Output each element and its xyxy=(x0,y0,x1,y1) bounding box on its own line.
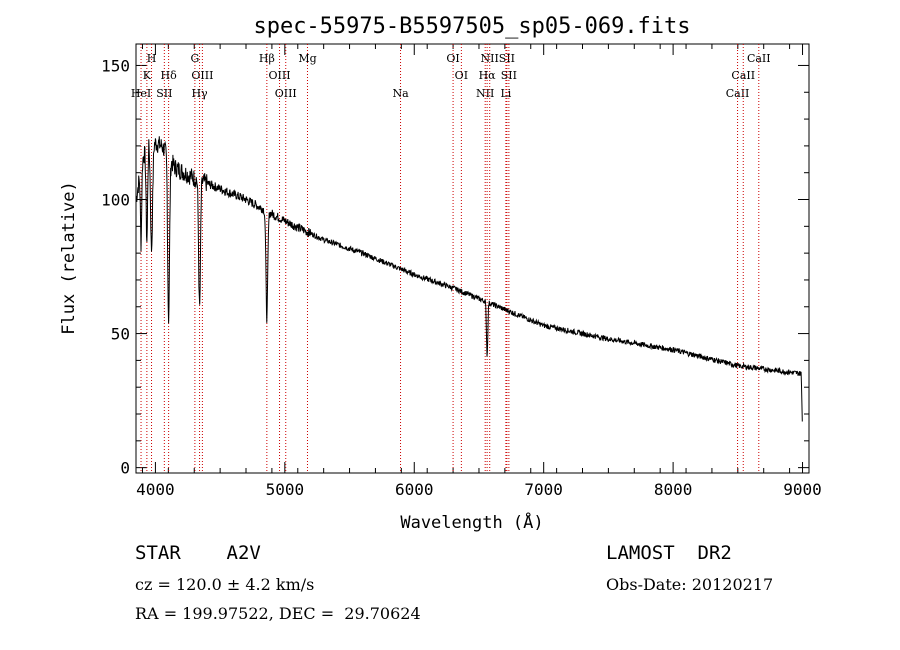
line-label-OIII: OIII xyxy=(191,69,213,82)
y-tick-label: 100 xyxy=(101,191,130,210)
observation-date: Obs-Date: 20120217 xyxy=(606,575,774,594)
flux-line xyxy=(135,136,803,422)
line-label-Hγ: Hγ xyxy=(191,87,208,100)
line-label-Hβ: Hβ xyxy=(259,52,275,65)
line-label-Hδ: Hδ xyxy=(161,69,178,82)
line-label-SII: SII xyxy=(499,52,515,65)
line-label-Na: Na xyxy=(392,87,409,100)
line-label-OI: OI xyxy=(455,69,468,82)
y-tick-label: 150 xyxy=(101,56,130,75)
line-label-SII: SII xyxy=(501,69,517,82)
x-tick-label: 8000 xyxy=(654,480,693,499)
line-label-OIII: OIII xyxy=(268,69,290,82)
x-axis-label: Wavelength (Å) xyxy=(400,511,543,533)
line-label-SII: SII xyxy=(156,87,172,100)
sky-coordinates: RA = 199.97522, DEC = 29.70624 xyxy=(135,604,421,623)
x-tick-label: 7000 xyxy=(524,480,563,499)
line-label-H: H xyxy=(147,52,157,65)
line-label-OIII: OIII xyxy=(275,87,297,100)
line-label-CaII: CaII xyxy=(731,69,755,82)
x-tick-label: 5000 xyxy=(266,480,305,499)
y-tick-label: 50 xyxy=(111,325,130,344)
spectral-line-markers: HK HeI SII Hδ G OIII Hγ Hβ OIII OIII Mg Na OI OI NII NI… xyxy=(131,44,771,473)
line-label-Hα: Hα xyxy=(479,69,497,82)
line-label-K: K xyxy=(143,69,152,82)
line-label-Mg: Mg xyxy=(298,52,316,65)
object-classification: STAR A2V xyxy=(135,542,261,564)
survey-label: LAMOST DR2 xyxy=(606,542,732,564)
chart-title: spec-55975-B5597505_sp05-069.fits xyxy=(253,14,690,39)
line-label-CaII: CaII xyxy=(747,52,771,65)
y-axis-label: Flux (relative) xyxy=(59,181,79,335)
spectrum-series xyxy=(135,136,803,422)
redshift-velocity: cz = 120.0 ± 4.2 km/s xyxy=(135,575,315,594)
axis-ticks: 4000 5000 6000 7000 8000 9000 0 50 100 150 xyxy=(101,44,822,499)
x-tick-label: 6000 xyxy=(395,480,434,499)
plot-frame xyxy=(135,43,810,474)
line-label-NII: NII xyxy=(481,52,499,65)
line-label-HeI: HeI xyxy=(131,87,151,100)
x-tick-label: 4000 xyxy=(136,480,175,499)
x-tick-label: 9000 xyxy=(783,480,822,499)
line-label-Li: Li xyxy=(500,87,511,100)
y-tick-label: 0 xyxy=(120,459,130,478)
line-label-OI: OI xyxy=(446,52,459,65)
line-label-NII: NII xyxy=(476,87,494,100)
line-label-G: G xyxy=(190,52,199,65)
line-label-CaII: CaII xyxy=(726,87,750,100)
